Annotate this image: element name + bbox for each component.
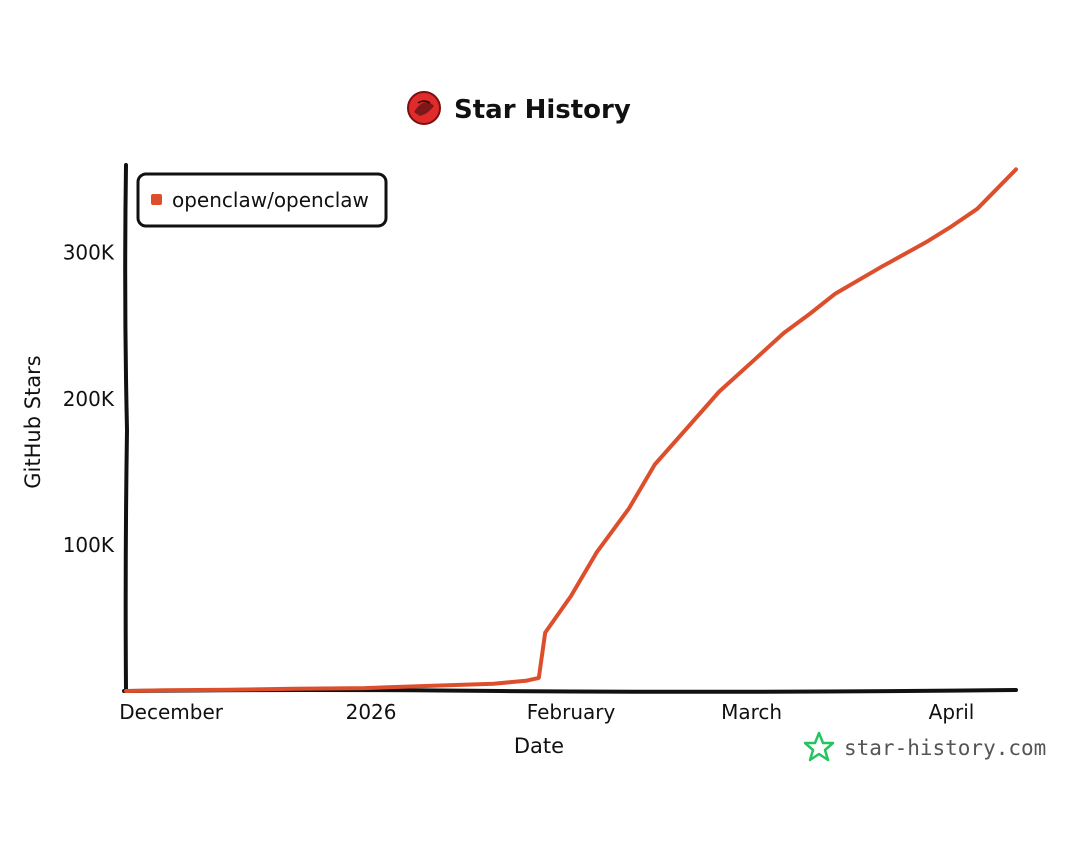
y-tick-label: 300K [63, 241, 115, 265]
x-axis-ticks: December 2026 February March April [119, 700, 974, 724]
x-tick-label: December [119, 700, 223, 724]
series-line-openclaw [124, 167, 1018, 693]
y-axis-line [123, 163, 130, 693]
y-axis-label: GitHub Stars [21, 355, 45, 488]
x-tick-label: February [527, 700, 616, 724]
legend-swatch [151, 194, 162, 205]
watermark-text: star-history.com [844, 736, 1046, 760]
x-tick-label: 2026 [346, 700, 397, 724]
x-axis-label: Date [514, 734, 564, 758]
y-axis-ticks: 100K 200K 300K [63, 241, 115, 557]
y-tick-label: 200K [63, 387, 115, 411]
chart-axes [122, 163, 1018, 694]
chart-title: Star History [454, 95, 631, 125]
legend-entry-label: openclaw/openclaw [172, 188, 369, 212]
star-outline-icon [803, 731, 835, 762]
y-tick-label: 100K [63, 533, 115, 557]
legend-box [136, 172, 388, 228]
lobster-logo-icon [407, 91, 441, 125]
chart-header: Star History [407, 91, 631, 125]
x-tick-label: March [721, 700, 782, 724]
watermark: star-history.com [803, 731, 1046, 762]
x-tick-label: April [929, 700, 975, 724]
series-group [124, 167, 1018, 693]
chart-legend: openclaw/openclaw [136, 172, 388, 228]
